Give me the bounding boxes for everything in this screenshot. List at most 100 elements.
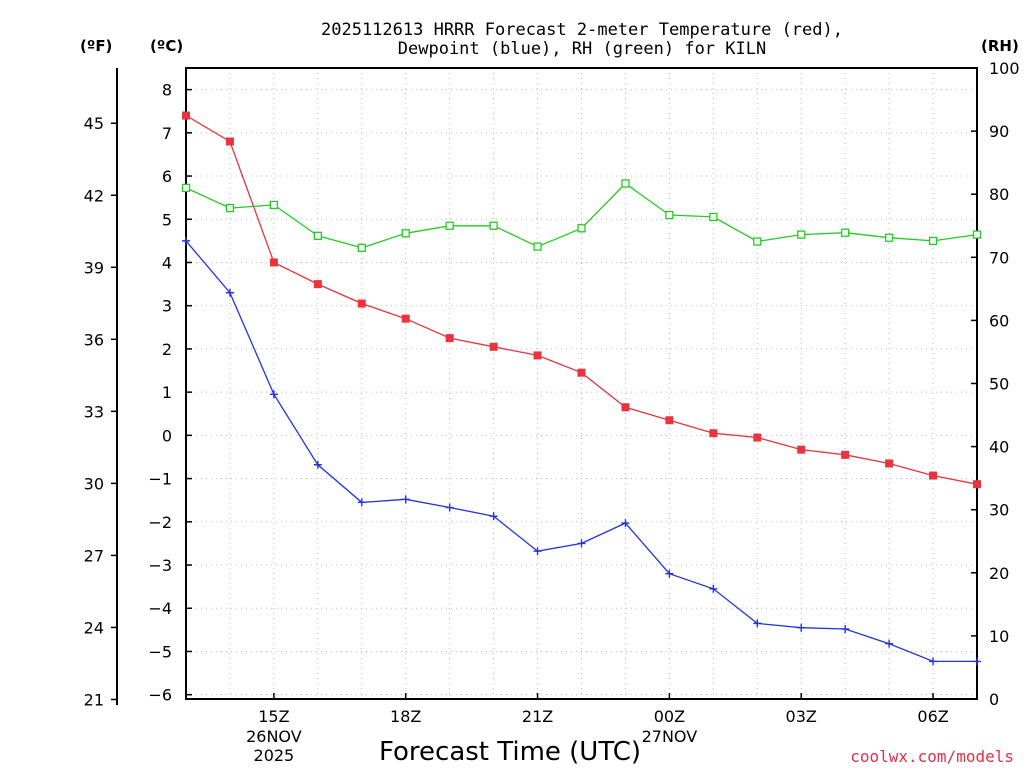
x-tick-label: 15Z bbox=[258, 707, 289, 726]
temperature-point bbox=[929, 471, 938, 480]
dewpoint-point bbox=[929, 657, 938, 666]
c-tick-label: 2 bbox=[162, 340, 172, 359]
dewpoint-point bbox=[885, 639, 894, 648]
rh-point bbox=[709, 212, 718, 222]
c-tick-label: 7 bbox=[162, 124, 172, 143]
x-tick-sublabel: 27NOV bbox=[642, 727, 698, 746]
rh-tick-label: 20 bbox=[989, 564, 1009, 583]
series-rh bbox=[181, 179, 982, 252]
series-temperature bbox=[182, 111, 981, 489]
dewpoint-point bbox=[577, 539, 586, 548]
c-tick-label: 1 bbox=[162, 383, 172, 402]
dewpoint-point bbox=[269, 390, 278, 399]
c-tick-label: 6 bbox=[162, 167, 172, 186]
temperature-point bbox=[401, 314, 410, 323]
rh-point bbox=[445, 221, 454, 230]
f-tick-label: 24 bbox=[84, 618, 104, 637]
series-dewpoint bbox=[182, 236, 981, 666]
chart-tick-labels: 876543210−1−2−3−4−5−64542393633302724211… bbox=[84, 59, 1020, 765]
dewpoint-point bbox=[533, 547, 542, 556]
dewpoint-point bbox=[357, 498, 366, 507]
rh-point bbox=[313, 231, 322, 240]
source-credit[interactable]: coolwx.com/models bbox=[850, 747, 1014, 766]
rh-point bbox=[841, 228, 850, 237]
temperature-point bbox=[269, 258, 278, 267]
temperature-point bbox=[841, 450, 850, 459]
rh-point bbox=[357, 243, 366, 252]
x-tick-label: 00Z bbox=[654, 707, 685, 726]
rh-tick-label: 70 bbox=[989, 248, 1009, 267]
chart-series bbox=[181, 111, 982, 666]
rh-tick-label: 90 bbox=[989, 122, 1009, 141]
rh-tick-label: 10 bbox=[989, 627, 1009, 646]
rh-point bbox=[225, 203, 235, 213]
f-tick-label: 45 bbox=[84, 114, 104, 133]
x-tick-sublabel: 26NOV bbox=[246, 727, 302, 746]
temperature-point bbox=[621, 403, 630, 412]
temperature-point bbox=[577, 368, 586, 377]
rh-point bbox=[797, 230, 806, 239]
temperature-point bbox=[973, 480, 981, 489]
dewpoint-point bbox=[621, 519, 630, 528]
temperature-point bbox=[313, 280, 322, 289]
dewpoint-point bbox=[182, 236, 190, 245]
c-tick-label: −6 bbox=[148, 686, 172, 705]
chart-axes bbox=[111, 67, 978, 705]
c-tick-label: −2 bbox=[148, 513, 172, 532]
dewpoint-point bbox=[489, 512, 498, 521]
f-tick-label: 42 bbox=[84, 186, 104, 205]
rh-tick-label: 30 bbox=[989, 501, 1009, 520]
dewpoint-point bbox=[753, 619, 762, 628]
fahrenheit-axis-unit: (ºF) bbox=[80, 37, 112, 55]
c-tick-label: 8 bbox=[162, 81, 172, 100]
chart-title-line1: 2025112613 HRRR Forecast 2-meter Tempera… bbox=[321, 20, 843, 40]
celsius-axis-unit: (ºC) bbox=[150, 37, 183, 55]
x-axis-label: Forecast Time (UTC) bbox=[379, 737, 641, 767]
dewpoint-point bbox=[445, 503, 454, 512]
rh-point bbox=[621, 179, 630, 188]
dewpoint-point bbox=[797, 623, 806, 632]
chart-title-line2: Dewpoint (blue), RH (green) for KILN bbox=[398, 39, 766, 59]
c-tick-label: 5 bbox=[162, 210, 172, 229]
rh-tick-label: 40 bbox=[989, 438, 1009, 457]
x-tick-label: 21Z bbox=[522, 707, 553, 726]
dewpoint-point bbox=[841, 624, 850, 633]
c-tick-label: −3 bbox=[148, 556, 172, 575]
rh-point bbox=[972, 230, 982, 239]
f-tick-label: 30 bbox=[84, 474, 104, 493]
f-tick-label: 33 bbox=[84, 402, 104, 421]
c-tick-label: 4 bbox=[162, 253, 172, 272]
f-tick-label: 27 bbox=[84, 546, 104, 565]
temperature-point bbox=[753, 433, 762, 442]
dewpoint-point bbox=[973, 657, 981, 666]
c-tick-label: 0 bbox=[162, 426, 172, 445]
rh-point bbox=[577, 224, 586, 233]
dewpoint-point bbox=[225, 288, 234, 297]
f-tick-label: 36 bbox=[84, 330, 104, 349]
temperature-point bbox=[797, 445, 806, 454]
temperature-point bbox=[489, 342, 498, 351]
x-tick-label: 03Z bbox=[786, 707, 817, 726]
c-tick-label: −1 bbox=[148, 470, 172, 489]
dewpoint-point bbox=[401, 495, 410, 504]
rh-tick-label: 80 bbox=[989, 185, 1009, 204]
temperature-point bbox=[533, 351, 542, 360]
rh-point bbox=[928, 236, 938, 246]
rh-point bbox=[533, 242, 542, 251]
temperature-point bbox=[709, 429, 718, 438]
rh-tick-label: 0 bbox=[989, 690, 999, 709]
temperature-point bbox=[225, 137, 234, 146]
rh-point bbox=[269, 200, 279, 210]
rh-point bbox=[181, 183, 191, 193]
dewpoint-point bbox=[313, 460, 322, 469]
temperature-point bbox=[665, 416, 674, 425]
x-tick-sublabel: 2025 bbox=[254, 746, 295, 765]
temperature-point bbox=[182, 111, 190, 120]
dewpoint-point bbox=[709, 584, 718, 593]
temperature-point bbox=[885, 459, 894, 468]
temperature-point bbox=[357, 299, 366, 308]
f-tick-label: 21 bbox=[84, 690, 104, 709]
rh-point bbox=[753, 237, 762, 246]
c-tick-label: −4 bbox=[148, 599, 172, 618]
